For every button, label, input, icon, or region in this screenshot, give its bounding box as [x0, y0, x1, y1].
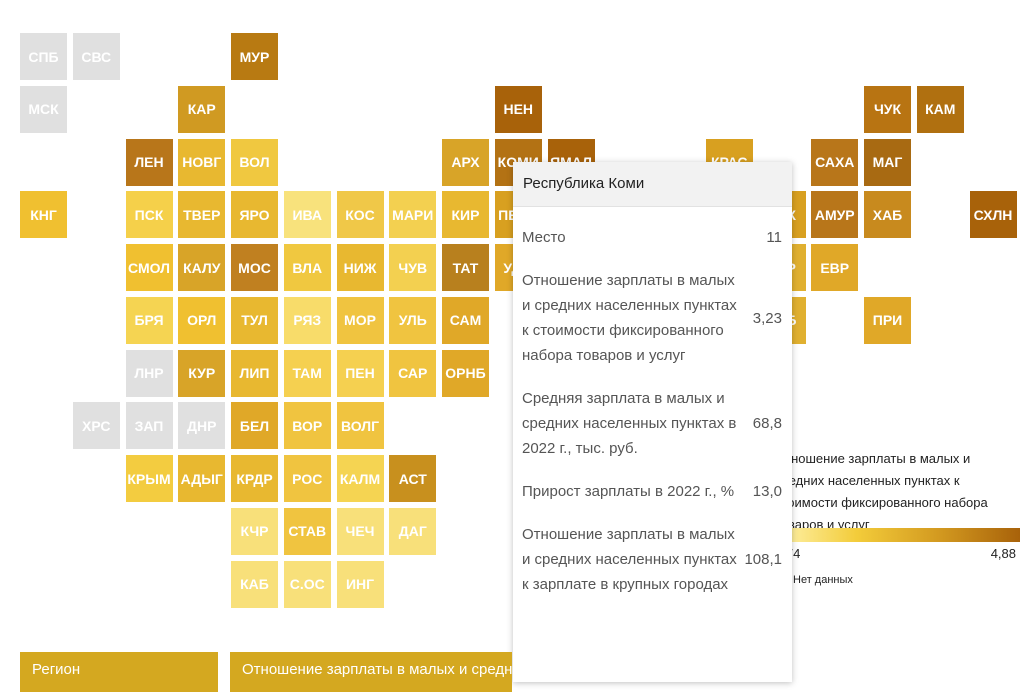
region-tile[interactable]: КУР [178, 349, 226, 397]
region-tile[interactable]: АРХ [442, 138, 489, 186]
region-tile[interactable]: БРЯ [125, 296, 173, 344]
region-tile[interactable]: ЧУК [864, 85, 911, 133]
region-tile[interactable]: КРДР [231, 455, 278, 502]
region-tile[interactable]: КРЫМ [125, 455, 173, 502]
region-tile[interactable]: ХРС [72, 402, 120, 450]
region-tile[interactable]: ИВА [283, 191, 331, 239]
page: {"grid": {"rows": [ [{"label":"СПБ","col… [20, 33, 1020, 692]
legend-max: 4,88 [990, 546, 1016, 561]
region-tile[interactable]: ЯРО [231, 191, 278, 239]
region-tile[interactable]: ИНГ [336, 560, 384, 608]
region-tile[interactable]: АСТ [389, 455, 437, 502]
region-tile[interactable]: КАБ [231, 560, 278, 608]
region-tile[interactable]: ВОЛГ [336, 402, 384, 450]
region-tile[interactable]: ХАБ [864, 191, 911, 239]
region-tile[interactable]: ДНР [178, 402, 226, 450]
tooltip-label: Место [522, 229, 566, 246]
region-tile[interactable]: РОС [283, 455, 331, 502]
region-tile[interactable]: ТАМ [283, 349, 331, 397]
tooltip-row: Прирост зарплаты в 2022 г., % 13,0 [513, 479, 792, 504]
tooltip-title: Республика Коми [513, 162, 792, 207]
tooltip-label: Средняя зарплата в малых и средних насел… [522, 390, 737, 457]
region-tile[interactable]: МУР [231, 33, 278, 80]
region-tile[interactable]: ОРЛ [178, 296, 226, 344]
region-tile[interactable]: НИЖ [336, 244, 384, 291]
tooltip-rows: Место 11 Отношение зарплаты в малых и сред… [513, 225, 792, 597]
region-tile[interactable]: МОС [231, 244, 278, 291]
region-tile[interactable]: МСК [20, 85, 67, 133]
region-tile[interactable]: КАЛУ [178, 244, 226, 291]
region-tile[interactable]: ВОР [283, 402, 331, 450]
region-tile[interactable]: ЛНР [125, 349, 173, 397]
region-tile[interactable]: С.ОС [283, 560, 331, 608]
region-tile[interactable]: САР [389, 349, 437, 397]
region-tile[interactable]: САХА [811, 138, 859, 186]
tooltip-label: Отношение зарплаты в малых и средних нас… [522, 526, 737, 593]
region-tile[interactable]: УЛЬ [389, 296, 437, 344]
region-tile[interactable]: ТУЛ [231, 296, 278, 344]
tooltip-row: Отношение зарплаты в малых и средних нас… [513, 522, 792, 597]
tooltip-value: 108,1 [744, 551, 782, 568]
tooltip-value: 11 [766, 229, 782, 246]
tooltip: Республика Коми Место 11 Отношение зарплат… [513, 162, 792, 682]
region-tile[interactable]: СХЛН [969, 191, 1017, 239]
region-tile[interactable]: КАМ [916, 85, 964, 133]
legend-gradient [775, 528, 1020, 542]
region-tile[interactable]: ОРНБ [442, 349, 489, 397]
region-tile[interactable]: КОС [336, 191, 384, 239]
tooltip-row: Средняя зарплата в малых и средних насел… [513, 386, 792, 461]
region-tile[interactable]: ДАГ [389, 507, 437, 555]
region-tile[interactable]: КНГ [20, 191, 67, 239]
region-tile[interactable]: САМ [442, 296, 489, 344]
region-tile[interactable]: СТАВ [283, 507, 331, 555]
region-button[interactable]: Регион [20, 652, 218, 692]
region-tile[interactable]: СВС [72, 33, 120, 80]
region-tile[interactable]: ЗАП [125, 402, 173, 450]
region-tile[interactable]: ЧУВ [389, 244, 437, 291]
tooltip-value: 3,23 [752, 309, 782, 327]
region-tile[interactable]: КИР [442, 191, 489, 239]
region-tile[interactable]: РЯЗ [283, 296, 331, 344]
no-data-label: Нет данных [793, 574, 853, 586]
region-tile[interactable]: ПРИ [864, 296, 911, 344]
region-tile[interactable]: МАГ [864, 138, 911, 186]
region-tile[interactable]: НОВГ [178, 138, 226, 186]
region-tile[interactable]: МОР [336, 296, 384, 344]
tooltip-value: 68,8 [752, 415, 782, 432]
tooltip-row: Место 11 [513, 225, 792, 250]
legend: Отношение зарплаты в малых и средних нас… [700, 448, 1020, 586]
region-tile[interactable]: АМУР [811, 191, 859, 239]
region-tile[interactable]: МАРИ [389, 191, 437, 239]
region-tile[interactable]: ПЕН [336, 349, 384, 397]
metric-button[interactable]: Отношение зарплаты в малых и средних нас… [230, 652, 512, 692]
region-tile[interactable]: СМОЛ [125, 244, 173, 291]
region-tile[interactable]: ВОЛ [231, 138, 278, 186]
region-tile[interactable]: ПСК [125, 191, 173, 239]
tooltip-label: Отношение зарплаты в малых и средних нас… [522, 272, 737, 364]
region-tile[interactable]: БЕЛ [231, 402, 278, 450]
region-tile[interactable]: ЛИП [231, 349, 278, 397]
region-tile[interactable]: КАР [178, 85, 226, 133]
region-tile[interactable]: АДЫГ [178, 455, 226, 502]
region-tile[interactable]: СПБ [20, 33, 67, 80]
tooltip-row: Отношение зарплаты в малых и средних нас… [513, 268, 792, 368]
region-tile[interactable]: КЧР [231, 507, 278, 555]
region-tile[interactable]: ТАТ [442, 244, 489, 291]
region-tile[interactable]: ЧЕЧ [336, 507, 384, 555]
region-tile[interactable]: ЕВР [811, 244, 859, 291]
tooltip-label: Прирост зарплаты в 2022 г., % [522, 483, 735, 500]
region-tile[interactable]: НЕН [494, 85, 542, 133]
region-tile[interactable]: ЛЕН [125, 138, 173, 186]
tooltip-value: 13,0 [752, 483, 782, 500]
region-tile[interactable]: КАЛМ [336, 455, 384, 502]
region-tile[interactable]: ТВЕР [178, 191, 226, 239]
region-tile[interactable]: ВЛА [283, 244, 331, 291]
